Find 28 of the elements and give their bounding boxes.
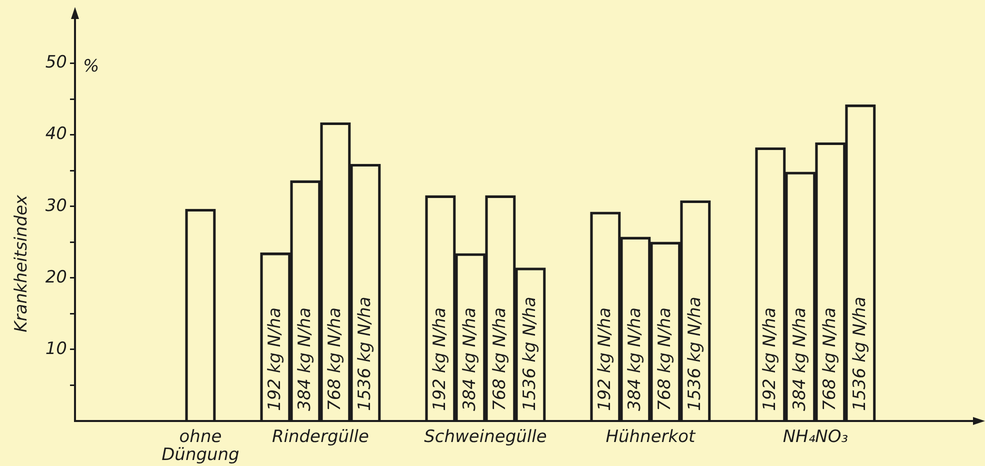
text: 1536 kg N/ha xyxy=(850,296,870,411)
text: 768 kg N/ha xyxy=(490,307,510,411)
series-label: 192 kg N/ha xyxy=(264,307,285,411)
text: 384 kg N/ha xyxy=(624,307,645,411)
x-tick-label: NH₄NO₃ xyxy=(782,426,848,447)
series-label: 1536 kg N/ha xyxy=(354,296,375,411)
x-tick-label: ohne Düngung xyxy=(162,426,240,465)
x-tick-label: Hühnerkot xyxy=(606,426,697,447)
series-label: 384 kg N/ha xyxy=(294,307,315,411)
text: 1536 kg N/ha xyxy=(520,296,540,411)
text: 384 kg N/ha xyxy=(460,307,480,411)
y-tick-label: 20 xyxy=(45,267,67,288)
text: 384 kg N/ha xyxy=(790,307,810,411)
y-tick-label: 40 xyxy=(45,124,67,144)
series-label: 768 kg N/ha xyxy=(324,307,345,411)
text: 192 kg N/ha xyxy=(594,307,615,411)
text: 192 kg N/ha xyxy=(760,307,780,411)
annotation: % xyxy=(83,56,100,77)
text: 1536 kg N/ha xyxy=(684,296,705,411)
text: 768 kg N/ha xyxy=(820,307,840,411)
text: 192 kg N/ha xyxy=(430,307,450,411)
y-tick-label: 30 xyxy=(45,196,67,216)
y-axis-title: Krankheitsindex xyxy=(11,194,32,332)
x-tick-label: Rindergülle xyxy=(272,426,369,447)
y-tick-label: 10 xyxy=(45,338,67,359)
x-tick-label: Schweinegülle xyxy=(424,426,547,447)
text: 768 kg N/ha xyxy=(654,307,675,411)
y-tick-label: 50 xyxy=(45,52,67,73)
